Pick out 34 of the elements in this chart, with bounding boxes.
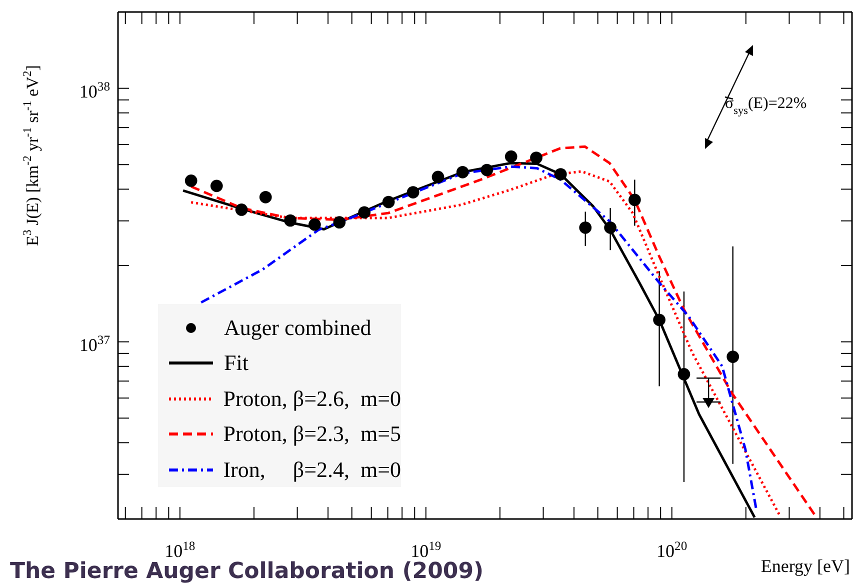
point: [554, 168, 567, 180]
text: The Pierre Auger Collaboration (2009): [10, 559, 484, 584]
legend-label: Auger combined: [224, 314, 372, 341]
point: [456, 166, 469, 178]
y-tick-label: 10$^{38}$: [79, 79, 110, 102]
x-tick-label: 10$^{19}$: [410, 539, 442, 561]
point: [184, 174, 198, 187]
x-axis-title: Energy [eV]: [760, 556, 850, 576]
point: [504, 150, 518, 163]
point: [284, 214, 296, 227]
point: [308, 218, 321, 231]
point: [678, 368, 690, 380]
point: [382, 196, 395, 208]
y-tick-label: 10$^{37}$: [79, 332, 110, 355]
point: [530, 152, 542, 164]
legend-label: Proton, β=2.6, m=0: [223, 386, 401, 412]
point: [210, 180, 223, 192]
point: [480, 164, 494, 176]
point: [579, 222, 592, 234]
point: [406, 186, 420, 198]
x-tick-label: 10$^{20}$: [656, 539, 688, 561]
point: [259, 191, 272, 204]
legend-label: Proton, β=2.3, m=5: [223, 421, 401, 448]
point: [358, 206, 371, 219]
legend-label: Fit: [224, 350, 248, 376]
point: [604, 222, 616, 234]
point: [628, 194, 641, 206]
point: [333, 216, 346, 229]
point: [432, 170, 444, 184]
point: [653, 314, 666, 326]
x-tick-label: 10$^{18}$: [164, 539, 196, 561]
point: [235, 204, 248, 216]
annotation: σ$_{sys}$(E)=22%: [725, 95, 807, 117]
legend-label: Iron, β=2.4, m=0: [223, 456, 401, 483]
